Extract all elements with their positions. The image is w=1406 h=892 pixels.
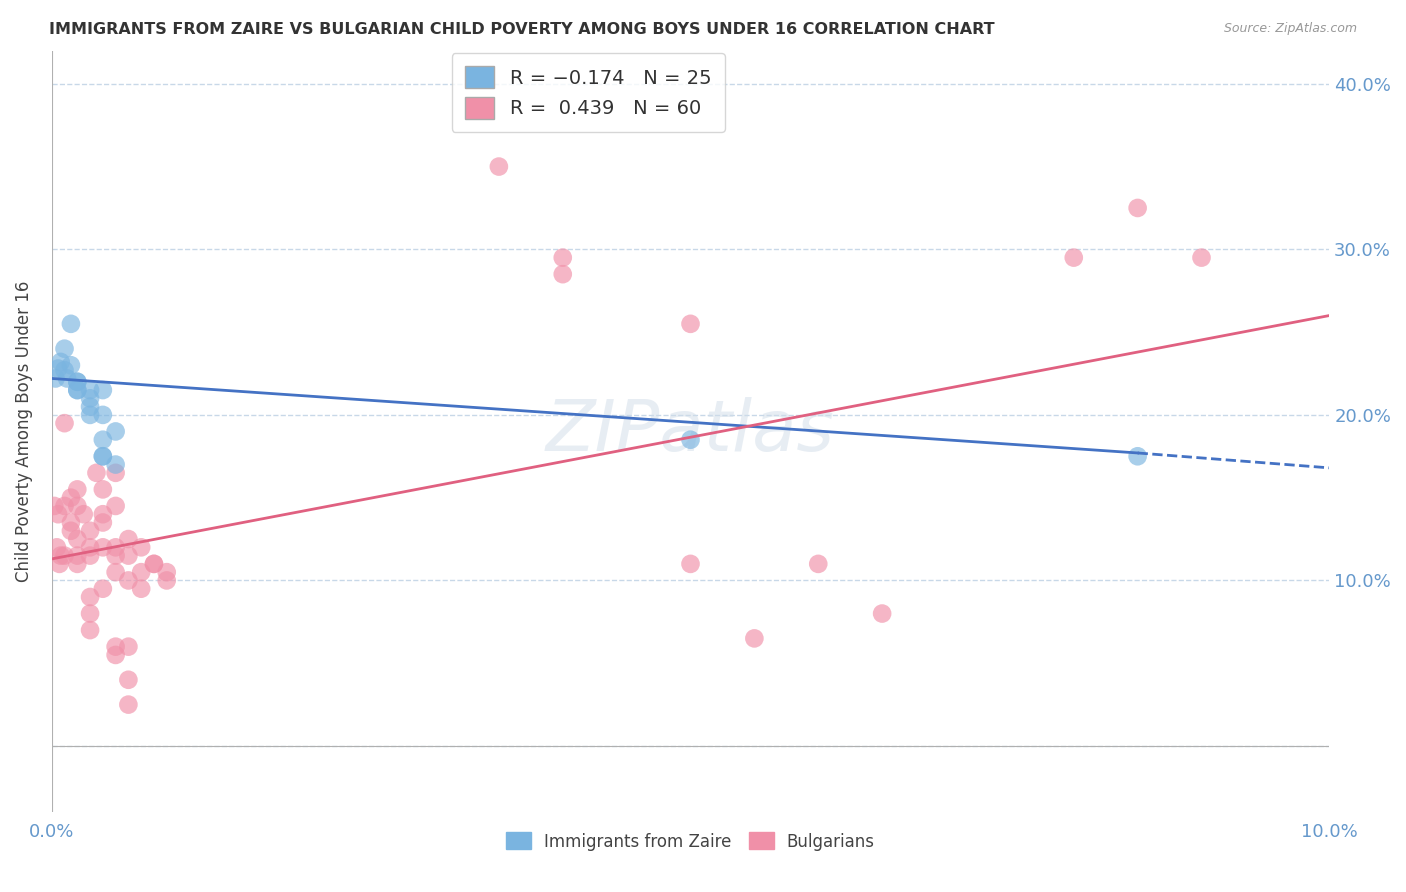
Point <box>56 371 79 385</box>
Point <box>117 640 139 654</box>
Point <box>1063 251 1085 265</box>
Point <box>66 375 89 389</box>
Point <box>59 317 82 331</box>
Point <box>744 632 766 646</box>
Point <box>79 541 101 555</box>
Point <box>104 565 127 579</box>
Point <box>79 524 101 538</box>
Point <box>48 557 70 571</box>
Point <box>104 425 127 439</box>
Point <box>129 541 152 555</box>
Point <box>79 408 101 422</box>
Point <box>104 541 127 555</box>
Point <box>53 549 76 563</box>
Point <box>66 532 89 546</box>
Point <box>49 355 72 369</box>
Point <box>91 507 114 521</box>
Point <box>156 565 179 579</box>
Point <box>142 557 165 571</box>
Point <box>59 516 82 530</box>
Point <box>59 491 82 505</box>
Point <box>551 267 574 281</box>
Point <box>117 574 139 588</box>
Point <box>66 383 89 397</box>
Point <box>117 532 139 546</box>
Point <box>66 483 89 497</box>
Point <box>156 574 179 588</box>
Point <box>66 557 89 571</box>
Point <box>807 557 830 571</box>
Point <box>104 466 127 480</box>
Point <box>53 363 76 377</box>
Point <box>59 524 82 538</box>
Point <box>79 623 101 637</box>
Point <box>679 317 702 331</box>
Point <box>117 698 139 712</box>
Point <box>91 450 114 464</box>
Text: Source: ZipAtlas.com: Source: ZipAtlas.com <box>1223 22 1357 36</box>
Point <box>86 466 108 480</box>
Point <box>73 507 96 521</box>
Point <box>66 549 89 563</box>
Point <box>1126 450 1149 464</box>
Point <box>488 160 510 174</box>
Point <box>91 541 114 555</box>
Point <box>79 607 101 621</box>
Point <box>79 392 101 406</box>
Point <box>45 541 67 555</box>
Point <box>79 400 101 414</box>
Point <box>91 383 114 397</box>
Point <box>91 483 114 497</box>
Point <box>91 408 114 422</box>
Point <box>79 383 101 397</box>
Text: ZIPatlas: ZIPatlas <box>546 397 835 466</box>
Point <box>91 516 114 530</box>
Point <box>53 416 76 430</box>
Point <box>66 375 89 389</box>
Point <box>117 673 139 687</box>
Point <box>117 549 139 563</box>
Point <box>66 499 89 513</box>
Point <box>679 433 702 447</box>
Point <box>53 499 76 513</box>
Point <box>870 607 893 621</box>
Point <box>104 549 127 563</box>
Point <box>91 433 114 447</box>
Y-axis label: Child Poverty Among Boys Under 16: Child Poverty Among Boys Under 16 <box>15 281 32 582</box>
Point <box>104 458 127 472</box>
Text: IMMIGRANTS FROM ZAIRE VS BULGARIAN CHILD POVERTY AMONG BOYS UNDER 16 CORRELATION: IMMIGRANTS FROM ZAIRE VS BULGARIAN CHILD… <box>49 22 995 37</box>
Point <box>104 648 127 662</box>
Legend: R = −0.174   N = 25, R =  0.439   N = 60: R = −0.174 N = 25, R = 0.439 N = 60 <box>451 53 725 132</box>
Point <box>104 640 127 654</box>
Point <box>104 499 127 513</box>
Point <box>53 342 76 356</box>
Point <box>45 371 67 385</box>
Point <box>1126 201 1149 215</box>
Point <box>142 557 165 571</box>
Point <box>679 557 702 571</box>
Point <box>91 450 114 464</box>
Point <box>91 582 114 596</box>
Point <box>79 549 101 563</box>
Point <box>1191 251 1213 265</box>
Point <box>59 358 82 372</box>
Point <box>44 499 66 513</box>
Point <box>46 361 69 376</box>
Point <box>79 590 101 604</box>
Point <box>49 549 72 563</box>
Point <box>129 582 152 596</box>
Point <box>66 383 89 397</box>
Point <box>46 507 69 521</box>
Point <box>129 565 152 579</box>
Point <box>551 251 574 265</box>
